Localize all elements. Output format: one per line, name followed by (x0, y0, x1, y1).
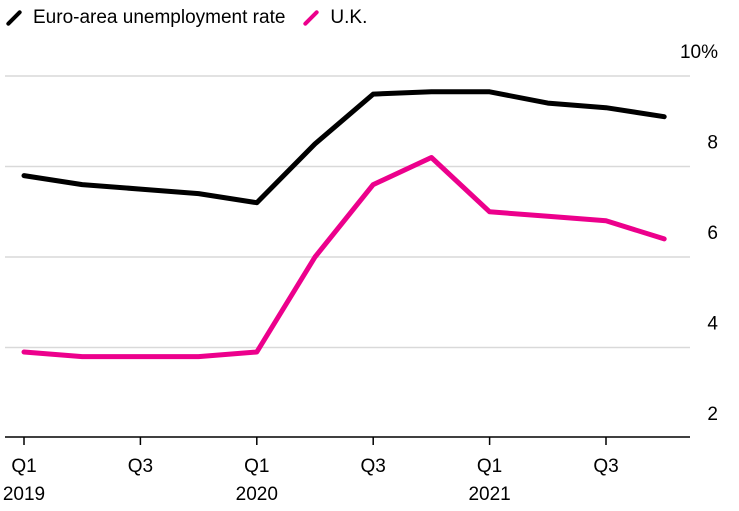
x-tick-label-4: Q1 (244, 456, 269, 477)
x-tick-label-8: Q1 (477, 456, 502, 477)
y-tick-label-2: 2 (707, 404, 718, 425)
y-tick-label-4: 4 (707, 314, 718, 335)
y-tick-label-10: 10% (680, 42, 718, 63)
legend: Euro-area unemployment rate U.K. (4, 4, 383, 32)
legend-label-euro-area: Euro-area unemployment rate (33, 7, 286, 28)
series-line-1 (21, 155, 667, 360)
x-tick-year-2021: 2021 (468, 484, 510, 505)
series-line-0 (21, 89, 667, 206)
x-tick-label-6: Q3 (361, 456, 386, 477)
y-tick-label-6: 6 (707, 223, 718, 244)
x-tick-year-2019: 2019 (3, 484, 45, 505)
y-axis-ticks: 2 4 6 8 10% (680, 42, 718, 425)
x-tick-label-10: Q3 (593, 456, 618, 477)
legend-item-uk: U.K. (301, 7, 367, 29)
x-tick-year-2020: 2020 (236, 484, 278, 505)
legend-label-uk: U.K. (330, 7, 368, 28)
x-tick-label-0: Q1 (11, 456, 36, 477)
y-tick-label-8: 8 (707, 133, 718, 154)
gridlines (5, 75, 690, 349)
x-tick-label-2: Q3 (128, 456, 153, 477)
legend-item-euro-area: Euro-area unemployment rate (4, 7, 285, 29)
x-axis: Q1 2019 Q3 Q1 2020 Q3 Q1 2021 Q3 (3, 436, 690, 505)
series-lines (21, 89, 667, 360)
